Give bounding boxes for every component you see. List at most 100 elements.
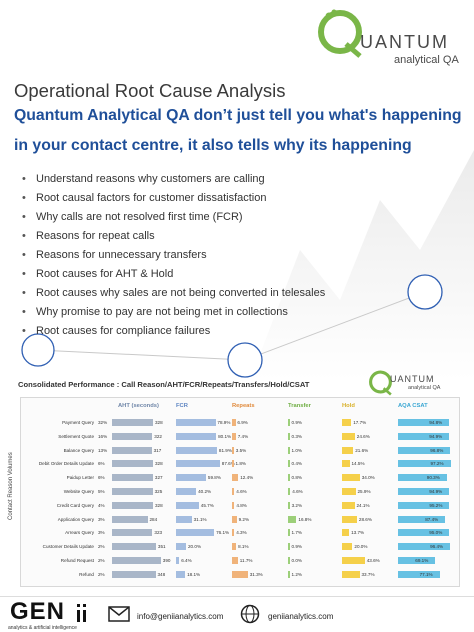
repeats-bar xyxy=(232,515,237,523)
transfer-bar xyxy=(288,515,297,523)
hold-value: 24.6% xyxy=(356,433,370,439)
aht-bar xyxy=(112,529,153,537)
csat-bar xyxy=(398,529,450,537)
bullet-item: Root causal factors for customer dissati… xyxy=(22,189,325,208)
header-fcr: FCR xyxy=(176,403,188,409)
aht-value: 390 xyxy=(162,558,171,563)
row-volume-pct: 2% xyxy=(98,558,105,563)
csat-bar xyxy=(398,474,447,482)
row-volume-pct: 6% xyxy=(98,461,105,467)
repeats-bar xyxy=(232,543,236,551)
hold-bar xyxy=(342,474,360,482)
hold-bar xyxy=(342,488,356,495)
csat-value: 97.2% xyxy=(430,461,444,467)
csat-value: 94.8% xyxy=(429,420,443,425)
fcr-value: 87.6% xyxy=(221,461,235,467)
decor-circle-middle xyxy=(227,342,263,378)
aht-bar xyxy=(112,432,153,440)
aht-bar xyxy=(112,570,156,578)
transfer-value: 16.8% xyxy=(298,516,312,522)
row-reason-label: Debit Order Details Update xyxy=(38,461,94,467)
fcr-value: 78.9% xyxy=(217,420,231,425)
hold-bar xyxy=(342,419,352,426)
fcr-bar xyxy=(176,474,206,482)
aht-value: 328 xyxy=(155,420,163,425)
fcr-value: 18.1% xyxy=(187,571,201,577)
csat-bar xyxy=(398,515,446,523)
csat-value: 94.9% xyxy=(429,489,443,494)
transfer-bar xyxy=(288,557,290,564)
aht-value: 328 xyxy=(155,461,163,467)
repeats-value: 4.6% xyxy=(236,489,247,494)
transfer-bar xyxy=(288,488,291,495)
fcr-value: 31.1% xyxy=(193,516,207,522)
aht-bar xyxy=(112,501,153,509)
hold-value: 33.7% xyxy=(361,571,375,577)
subtitle-line-2: in your contact centre, it also tells wh… xyxy=(14,137,412,154)
transfer-value: 0.0% xyxy=(291,558,302,563)
aht-bar xyxy=(112,557,161,564)
panel-logo: UANTUM analytical QA xyxy=(368,368,458,398)
aht-bar xyxy=(112,446,152,454)
row-reason-label: Payment Query xyxy=(62,420,94,425)
transfer-value: 0.9% xyxy=(291,544,302,550)
hold-bar xyxy=(342,529,350,537)
fcr-bar xyxy=(176,501,199,509)
fcr-bar xyxy=(176,557,180,564)
transfer-bar xyxy=(288,446,290,454)
fcr-value: 6.4% xyxy=(181,558,192,563)
repeats-value: 3.5% xyxy=(235,447,247,453)
row-reason-label: Refund Request xyxy=(60,558,94,563)
bullet-item: Root causes why sales are not being conv… xyxy=(22,284,325,303)
panel-logo-word: UANTUM xyxy=(390,374,435,384)
footer-divider xyxy=(0,596,474,597)
transfer-value: 0.8% xyxy=(291,475,302,481)
transfer-value: 0.3% xyxy=(291,433,302,439)
csat-bar xyxy=(398,557,436,564)
repeats-bar xyxy=(232,419,236,426)
fcr-bar xyxy=(176,488,197,495)
repeats-value: 9.2% xyxy=(238,516,250,522)
bullet-item: Understand reasons why customers are cal… xyxy=(22,170,325,189)
header-transfer: Transfer xyxy=(288,403,311,409)
website-link[interactable]: geniianalytics.com xyxy=(268,612,334,621)
aht-value: 284 xyxy=(149,516,158,522)
row-reason-label: Arrears Query xyxy=(65,530,94,536)
repeats-bar xyxy=(232,446,234,454)
transfer-value: 1.0% xyxy=(291,447,302,453)
row-volume-pct: 2% xyxy=(98,571,105,577)
row-reason-label: Settlement Quote xyxy=(58,433,94,439)
fcr-value: 45.7% xyxy=(200,502,214,508)
y-axis-label: Contact Reason Volumes xyxy=(8,452,14,520)
logo-word: UANTUM xyxy=(360,32,449,52)
csat-bar xyxy=(398,446,451,454)
gen-logo: GEN xyxy=(10,598,66,625)
page-title: Operational Root Cause Analysis xyxy=(14,80,286,101)
repeats-bar xyxy=(232,501,235,509)
hold-bar xyxy=(342,501,355,509)
performance-table xyxy=(20,397,460,587)
repeats-value: 7.4% xyxy=(237,433,249,439)
email-link[interactable]: info@geniianalytics.com xyxy=(137,612,224,621)
fcr-value: 81.9% xyxy=(218,447,232,453)
transfer-bar xyxy=(288,570,290,578)
bullet-item: Why calls are not resolved first time (F… xyxy=(22,208,325,227)
email-icon xyxy=(108,606,130,622)
repeats-value: 4.8% xyxy=(236,502,247,508)
csat-value: 96.8% xyxy=(430,447,444,453)
header-hold: Hold xyxy=(342,403,355,409)
repeats-bar xyxy=(232,474,239,482)
hold-bar xyxy=(342,543,353,551)
hold-value: 17.7% xyxy=(353,420,367,425)
hold-value: 28.6% xyxy=(358,516,372,522)
panel-logo-subtitle: analytical QA xyxy=(408,385,441,391)
transfer-value: 3.2% xyxy=(291,502,303,508)
decor-circle-right xyxy=(407,274,443,310)
row-reason-label: Application Query xyxy=(57,516,94,522)
transfer-bar xyxy=(288,419,290,426)
csat-value: 87.4% xyxy=(425,516,439,522)
csat-value: 77.1% xyxy=(419,571,433,577)
aht-value: 348 xyxy=(157,571,166,577)
row-reason-label: Credit Card Query xyxy=(56,502,94,508)
repeats-value: 11.7% xyxy=(239,558,253,563)
